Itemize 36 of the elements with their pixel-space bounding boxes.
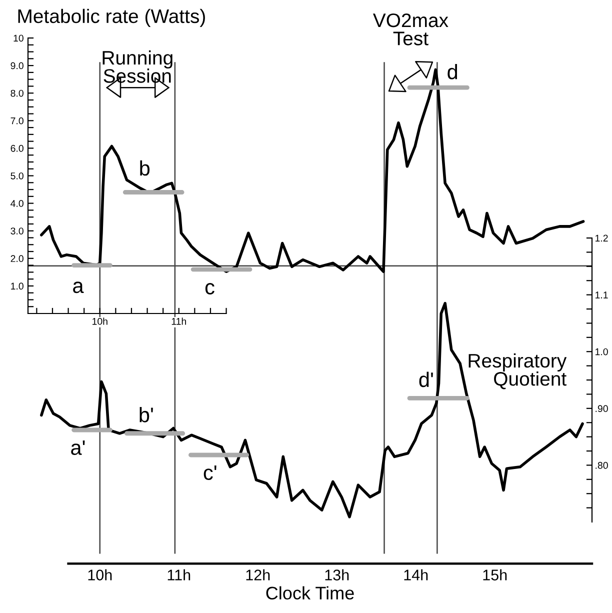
y-tick-label: 10 <box>14 34 24 42</box>
y2-tick-label: .90 <box>596 405 608 412</box>
x-tick-label: 14h <box>404 569 428 580</box>
x-tick-label: 12h <box>246 569 270 580</box>
y2-tick-label: 1.2 <box>596 234 608 242</box>
y2-axis-title: Respiratory Quotient <box>468 353 567 390</box>
x-tick-label: 15h <box>483 569 507 580</box>
y-tick-label: 2.0 <box>10 255 24 262</box>
y-tick-label: 4.0 <box>10 200 24 207</box>
y-tick-label: 1.0 <box>11 282 24 290</box>
y-tick-label: 3.0 <box>10 228 24 234</box>
x-tick-label: 10h <box>88 569 112 580</box>
annotation: VO2max Test <box>372 13 448 46</box>
annotation: b <box>140 160 150 176</box>
annotation: d' <box>419 372 433 388</box>
y2-tick-label: 1.0 <box>596 348 608 356</box>
annotation: b' <box>140 407 153 422</box>
annotation: a <box>73 282 84 294</box>
y-tick-label: 7.0 <box>10 117 24 124</box>
x-tick-label: 10h <box>92 318 108 325</box>
annotation: c <box>205 283 214 294</box>
y-tick-label: 8.0 <box>10 90 24 97</box>
y-tick-label: 9.0 <box>10 62 24 70</box>
y-tick-label: 5.0 <box>10 172 24 180</box>
x-axis-title: Clock Time <box>266 586 354 600</box>
y2-tick-label: 1.1 <box>596 292 608 298</box>
annotation: a' <box>71 440 85 456</box>
annotation: c' <box>204 465 216 480</box>
x-tick-label: 11h <box>168 569 190 580</box>
y2-tick-label: .80 <box>596 462 608 469</box>
annotation: d <box>448 64 458 80</box>
x-tick-label: 11h <box>172 318 186 325</box>
x-tick-label: 13h <box>325 569 349 580</box>
y-tick-label: 6.0 <box>10 144 24 152</box>
y-axis-title: Metabolic rate (Watts) <box>18 8 205 27</box>
annotation: Running Session <box>102 50 172 83</box>
